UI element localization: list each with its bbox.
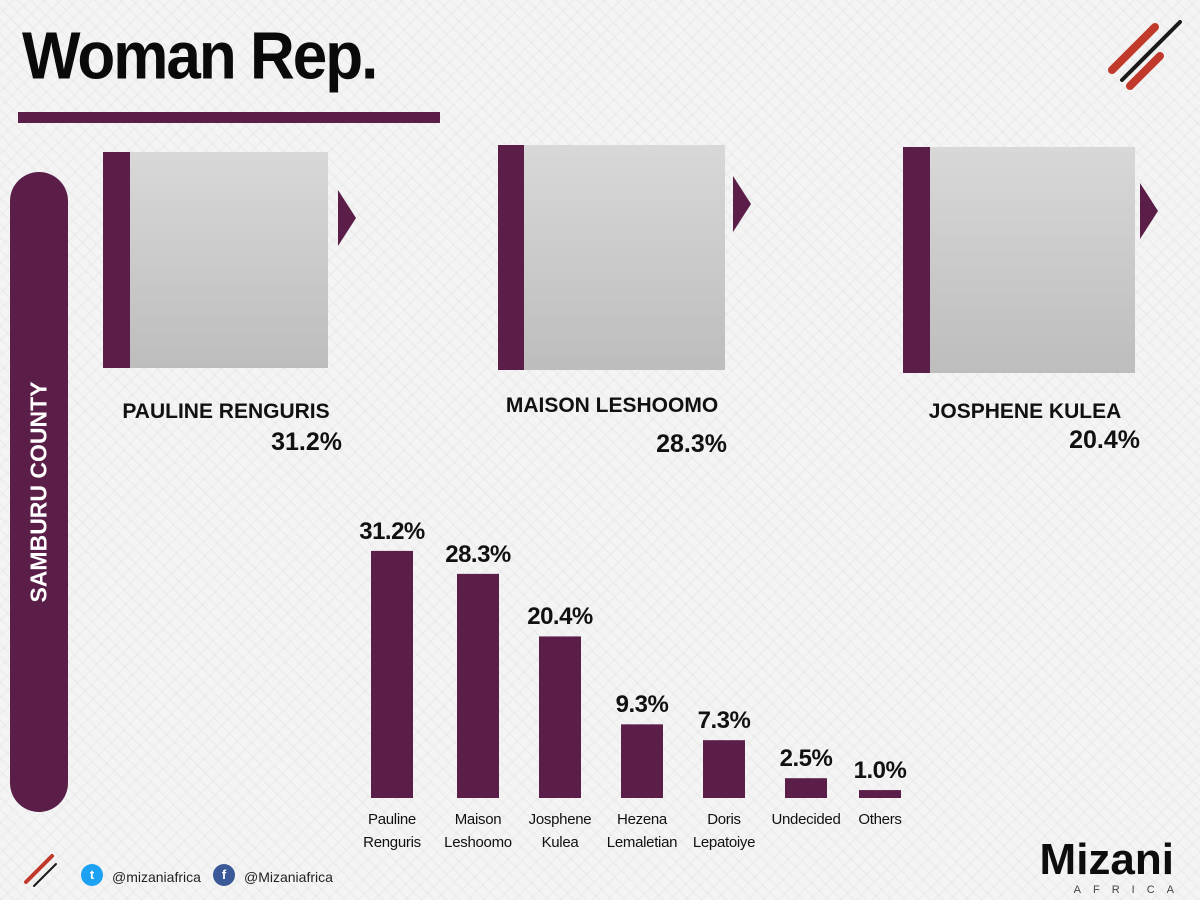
facebook-icon: f [213,864,235,886]
card-strip [103,152,130,368]
bar [785,778,827,798]
flag-stripes [1108,20,1182,90]
bar [539,636,581,798]
title-underline [18,112,440,123]
value-label: 9.3% [615,691,669,719]
card-strip [498,145,525,370]
value-label: 31.2% [359,517,425,545]
value-label: 7.3% [697,707,751,735]
value-label: 20.4% [527,603,593,631]
candidate-name: MAISON LESHOOMO [505,394,719,417]
candidate-photo [930,147,1135,373]
candidate-name: JOSPHENE KULEA [928,400,1122,423]
logo: Mizani [1039,835,1174,884]
twitter-icon: t [81,864,103,886]
category-label: Josphene Kulea [528,811,592,851]
card-arrow [338,190,356,246]
bar [621,724,663,798]
category-label: Pauline Renguris [363,811,421,851]
candidate-share: 28.3% [656,430,727,458]
value-label: 28.3% [445,540,511,568]
bar [703,740,745,798]
bar [457,573,499,798]
title: Woman Rep. [22,19,378,94]
flag-stripes-small [24,854,57,887]
card-arrow [733,176,751,232]
candidate-share: 31.2% [271,428,342,456]
category-label: Doris Lepatoiye [692,811,756,851]
logo-subtitle: AFRICA [1073,884,1186,896]
category-label: Undecided [771,811,841,828]
category-label: Maison Leshoomo [444,811,512,851]
card-strip [903,147,930,373]
candidate-photo [130,152,328,368]
facebook-handle: @Mizaniafrica [244,869,333,885]
card-arrow [1140,183,1158,239]
value-label: 2.5% [779,745,833,773]
bar [371,550,413,798]
candidate-photo [524,145,725,370]
value-label: 1.0% [853,757,907,785]
candidate-share: 20.4% [1069,426,1140,454]
category-label: Hezena Lemaletian [606,811,678,851]
twitter-handle: @mizaniafrica [112,869,201,885]
bar [859,790,901,798]
category-label: Others [858,811,902,828]
county-banner: SAMBURU COUNTY [10,172,68,812]
candidate-name: PAULINE RENGURIS [122,400,330,423]
